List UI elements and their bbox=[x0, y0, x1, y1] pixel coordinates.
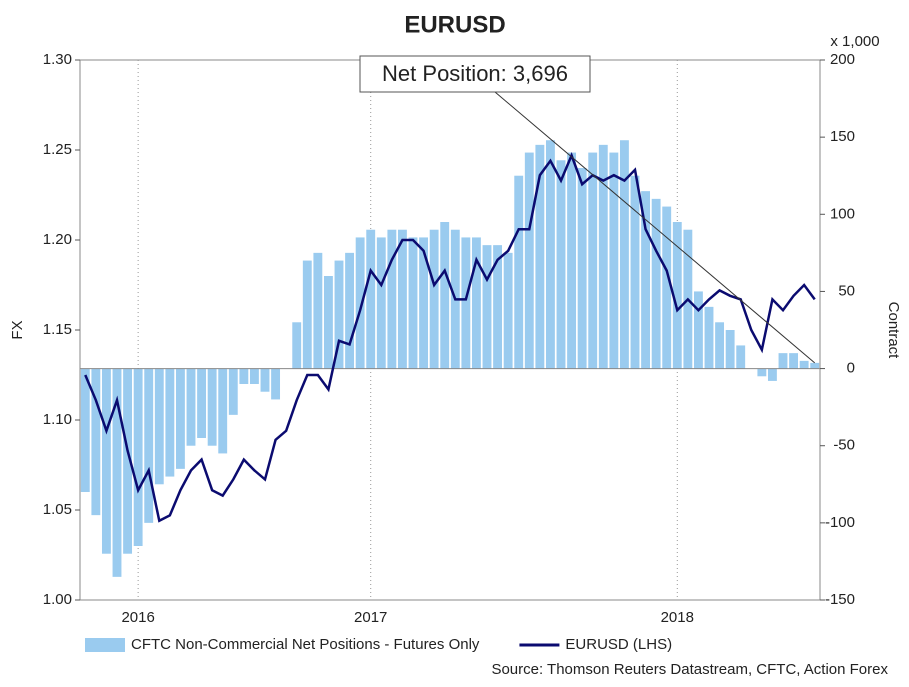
annotation-leader bbox=[494, 91, 816, 364]
bar bbox=[810, 362, 820, 369]
bar bbox=[345, 252, 355, 369]
legend-label: EURUSD (LHS) bbox=[565, 636, 672, 653]
bar bbox=[207, 368, 217, 446]
bar bbox=[429, 229, 439, 369]
chart-title: EURUSD bbox=[404, 11, 505, 38]
legend-swatch bbox=[85, 638, 125, 652]
bar bbox=[461, 237, 471, 369]
y-tick-label: 1.05 bbox=[43, 501, 72, 518]
y2-tick-label: -100 bbox=[825, 514, 855, 531]
bar bbox=[218, 368, 228, 454]
y2-tick-label: -50 bbox=[833, 437, 855, 454]
y2-tick-label: 150 bbox=[830, 128, 855, 145]
bar bbox=[260, 368, 270, 392]
bar bbox=[292, 322, 302, 369]
bar bbox=[80, 368, 90, 492]
bar bbox=[376, 237, 386, 369]
bar bbox=[387, 229, 397, 369]
bar bbox=[154, 368, 164, 485]
bar bbox=[165, 368, 175, 477]
bar bbox=[186, 368, 196, 446]
bar bbox=[609, 152, 619, 369]
bar bbox=[757, 368, 767, 377]
y2-tick-label: 0 bbox=[847, 360, 855, 377]
y-tick-label: 1.10 bbox=[43, 411, 72, 428]
bar bbox=[524, 152, 534, 369]
bar bbox=[440, 222, 450, 369]
bar bbox=[323, 276, 333, 369]
source: Source: Thomson Reuters Datastream, CFTC… bbox=[491, 661, 888, 678]
x-tick-label: 2018 bbox=[661, 609, 694, 626]
bar bbox=[313, 252, 323, 369]
bar bbox=[789, 353, 799, 369]
bar bbox=[704, 306, 714, 369]
y-tick-label: 1.25 bbox=[43, 141, 72, 158]
bar bbox=[651, 198, 661, 369]
y2-unit-label: x 1,000 bbox=[830, 33, 879, 50]
bar bbox=[672, 222, 682, 369]
bar bbox=[144, 368, 154, 523]
bar bbox=[91, 368, 101, 516]
bar bbox=[175, 368, 185, 469]
bar bbox=[197, 368, 207, 438]
y-tick-label: 1.00 bbox=[43, 591, 72, 608]
y2-tick-label: 50 bbox=[838, 282, 855, 299]
bar bbox=[598, 144, 608, 369]
bar bbox=[535, 144, 545, 369]
y-tick-label: 1.20 bbox=[43, 231, 72, 248]
y2-tick-label: 100 bbox=[830, 205, 855, 222]
bar bbox=[619, 140, 629, 369]
y2-tick-label: 200 bbox=[830, 51, 855, 68]
bar bbox=[249, 368, 259, 384]
y-axis-label: FX bbox=[9, 320, 26, 339]
bar bbox=[239, 368, 249, 384]
bar bbox=[493, 245, 503, 369]
bar bbox=[123, 368, 133, 554]
y2-tick-label: -150 bbox=[825, 591, 855, 608]
x-tick-label: 2016 bbox=[121, 609, 154, 626]
bar bbox=[641, 191, 651, 369]
bar bbox=[419, 237, 429, 369]
bar bbox=[514, 175, 524, 369]
y2-axis-label: Contract bbox=[885, 302, 902, 360]
bar bbox=[767, 368, 777, 381]
bar bbox=[567, 152, 577, 369]
bar bbox=[630, 175, 640, 369]
bar bbox=[715, 322, 725, 369]
bar bbox=[482, 245, 492, 369]
y-tick-label: 1.30 bbox=[43, 51, 72, 68]
annotation-box bbox=[359, 55, 591, 93]
y-tick-label: 1.15 bbox=[43, 321, 72, 338]
bar bbox=[503, 252, 513, 369]
bar bbox=[366, 229, 376, 369]
annotation: Net Position: 3,696 bbox=[382, 61, 568, 86]
bar bbox=[662, 206, 672, 369]
bar bbox=[302, 260, 312, 369]
bar bbox=[133, 368, 143, 546]
bar bbox=[736, 345, 746, 369]
bar bbox=[778, 353, 788, 369]
bar bbox=[271, 368, 281, 400]
bar bbox=[588, 152, 598, 369]
bar bbox=[725, 330, 735, 369]
bar bbox=[408, 237, 418, 369]
bar bbox=[693, 291, 703, 369]
bar bbox=[577, 168, 587, 369]
line bbox=[84, 151, 816, 523]
bar bbox=[545, 140, 555, 369]
legend-label: CFTC Non-Commercial Net Positions - Futu… bbox=[131, 636, 480, 653]
x-tick-label: 2017 bbox=[354, 609, 387, 626]
bar bbox=[355, 237, 365, 369]
bar bbox=[228, 368, 238, 415]
bar bbox=[471, 237, 481, 369]
bar bbox=[101, 368, 111, 554]
bar bbox=[334, 260, 344, 369]
bar bbox=[397, 229, 407, 369]
bar bbox=[799, 360, 809, 369]
bar bbox=[556, 160, 566, 369]
bar bbox=[112, 368, 122, 577]
